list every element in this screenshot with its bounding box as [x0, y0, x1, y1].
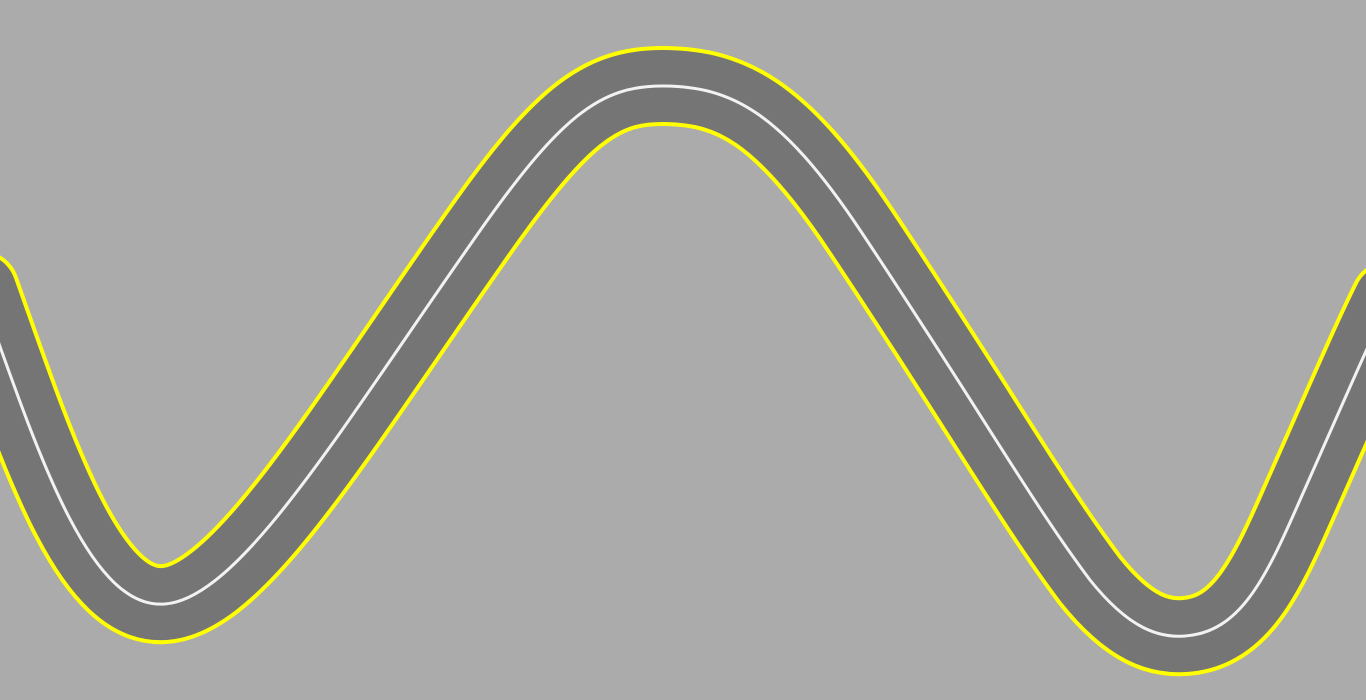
road: [0, 46, 1366, 677]
road-center-line: [0, 84, 1366, 638]
